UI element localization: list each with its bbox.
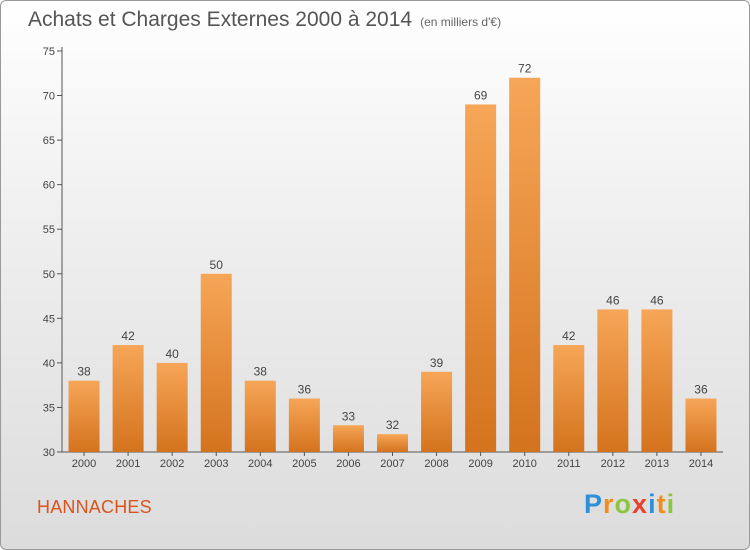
bar: [288, 398, 320, 452]
bar-value-label: 72: [518, 62, 532, 76]
logo-letter: t: [656, 489, 667, 519]
bar: [641, 309, 673, 452]
y-tick-label: 50: [43, 269, 55, 281]
x-tick-label: 2009: [468, 458, 492, 470]
bar: [377, 434, 408, 452]
bar: [112, 345, 144, 452]
chart-title-text: Achats et Charges Externes 2000 à 2014: [28, 8, 413, 31]
x-tick-label: 2010: [512, 458, 536, 470]
y-tick-label: 40: [43, 358, 55, 370]
bar-value-label: 38: [254, 365, 268, 379]
y-tick-label: 45: [43, 313, 55, 325]
logo-letter: x: [632, 489, 649, 519]
bar: [156, 362, 188, 452]
x-tick-label: 2004: [248, 458, 272, 470]
x-tick-label: 2011: [557, 458, 581, 470]
bar-value-label: 33: [342, 409, 356, 423]
bar-value-label: 39: [430, 356, 444, 370]
y-tick-label: 70: [43, 91, 55, 103]
x-tick-label: 2012: [601, 458, 625, 470]
bar: [332, 425, 364, 452]
y-tick-label: 30: [43, 447, 55, 459]
x-tick-label: 2002: [160, 458, 184, 470]
bar-value-label: 32: [386, 418, 400, 432]
bar: [244, 380, 276, 452]
logo-letter: i: [666, 489, 676, 519]
x-tick-label: 2003: [204, 458, 228, 470]
logo-letter: i: [648, 489, 657, 519]
y-tick-label: 65: [43, 135, 55, 147]
bar-value-label: 36: [694, 383, 708, 397]
bar-value-label: 42: [562, 329, 576, 343]
y-tick-label: 75: [43, 46, 55, 58]
logo-letter: r: [603, 489, 615, 519]
logo-letter: o: [614, 489, 633, 519]
x-tick-label: 2000: [72, 458, 96, 470]
bar: [553, 345, 585, 452]
bar: [597, 309, 629, 452]
chart-title: Achats et Charges Externes 2000 à 2014 (e…: [28, 8, 501, 32]
bar-value-label: 38: [77, 365, 91, 379]
x-tick-label: 2007: [380, 458, 404, 470]
y-tick-label: 55: [43, 224, 55, 236]
bar: [200, 273, 232, 452]
bar-value-label: 46: [606, 293, 620, 307]
bar: [509, 77, 541, 452]
proxiti-logo: Proxiti: [584, 489, 675, 520]
x-tick-label: 2013: [645, 458, 669, 470]
bar-value-label: 36: [298, 383, 312, 397]
y-tick-label: 35: [43, 402, 55, 414]
chart-subtitle: (en milliers d'€): [420, 15, 502, 29]
commune-name: HANNACHES: [37, 497, 152, 517]
x-tick-label: 2008: [424, 458, 448, 470]
y-tick-label: 60: [43, 180, 55, 192]
bar: [68, 380, 100, 452]
bar: [685, 398, 717, 452]
bar-value-label: 50: [210, 258, 224, 272]
x-tick-label: 2014: [689, 458, 713, 470]
bar-value-label: 69: [474, 88, 488, 102]
bar-value-label: 40: [165, 347, 179, 361]
x-tick-label: 2005: [292, 458, 316, 470]
logo-letter: P: [584, 489, 604, 519]
bar: [465, 104, 497, 452]
bar-value-label: 46: [650, 293, 664, 307]
bar: [421, 371, 453, 452]
x-tick-label: 2001: [116, 458, 140, 470]
bar-value-label: 42: [121, 329, 135, 343]
x-tick-label: 2006: [336, 458, 360, 470]
